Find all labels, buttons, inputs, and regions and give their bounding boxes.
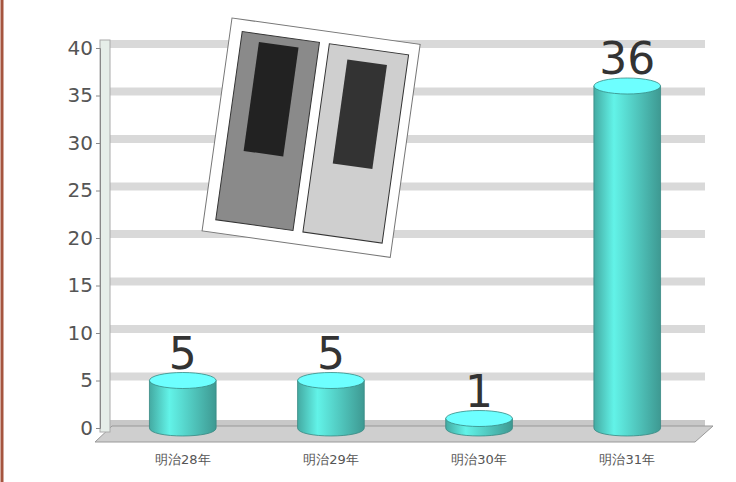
tick-mark: [96, 48, 100, 49]
tick: 40: [68, 36, 100, 60]
data-label: 36: [599, 33, 655, 84]
tick-label: 5: [80, 368, 93, 392]
book-cover: [303, 44, 409, 243]
photo-frame: [202, 18, 420, 257]
bars: [149, 78, 660, 436]
tick: 15: [68, 273, 100, 297]
tick: 明治28年: [155, 452, 211, 467]
wall: [100, 40, 110, 432]
tick-label: 10: [68, 321, 93, 345]
tick-mark: [96, 96, 100, 97]
tick: 10: [68, 321, 100, 345]
tick: 25: [68, 178, 100, 202]
tick-mark: [96, 238, 100, 239]
chart: 0 5 10 15 20 25 30 35 40 明治28年 明治29年 明治30年 明治31年 5 5 1 3…: [0, 0, 736, 482]
tick-mark: [96, 428, 100, 429]
tick-label: 明治29年: [303, 452, 359, 467]
tick-label: 35: [68, 83, 93, 107]
tick-label: 25: [68, 178, 93, 202]
tick-label: 0: [80, 416, 93, 440]
axis-line: [96, 49, 101, 429]
book-title-box: [333, 59, 387, 169]
tick: 35: [68, 83, 100, 107]
tick-label: 明治31年: [599, 452, 655, 467]
inset-photo: [202, 18, 420, 257]
tick-label: 明治30年: [451, 452, 507, 467]
data-labels: 5 5 1 36: [169, 33, 655, 417]
tick-label: 30: [68, 131, 93, 155]
tick: 5: [80, 368, 100, 392]
bar: [594, 86, 661, 436]
tick-mark: [96, 143, 100, 144]
tick: 明治29年: [303, 452, 359, 467]
tick-label: 20: [68, 226, 93, 250]
tick-label: 明治28年: [155, 452, 211, 467]
book-cover: [216, 32, 320, 231]
tick-label: 40: [68, 36, 93, 60]
tick: 明治30年: [451, 452, 507, 467]
tick: 30: [68, 131, 100, 155]
data-label: 5: [317, 328, 345, 379]
tick: 0: [80, 416, 100, 440]
tick-mark: [96, 286, 100, 287]
tick: 明治31年: [599, 452, 655, 467]
y-axis: 0 5 10 15 20 25 30 35 40: [68, 36, 101, 440]
tick: 20: [68, 226, 100, 250]
data-label: 1: [465, 366, 493, 417]
data-label: 5: [169, 328, 197, 379]
frame-line: [1, 0, 4, 482]
tick-label: 15: [68, 273, 93, 297]
x-axis: 明治28年 明治29年 明治30年 明治31年: [155, 452, 655, 467]
tick-mark: [96, 333, 100, 334]
tick-mark: [96, 381, 100, 382]
tick-mark: [96, 191, 100, 192]
book-title-box: [244, 42, 299, 156]
